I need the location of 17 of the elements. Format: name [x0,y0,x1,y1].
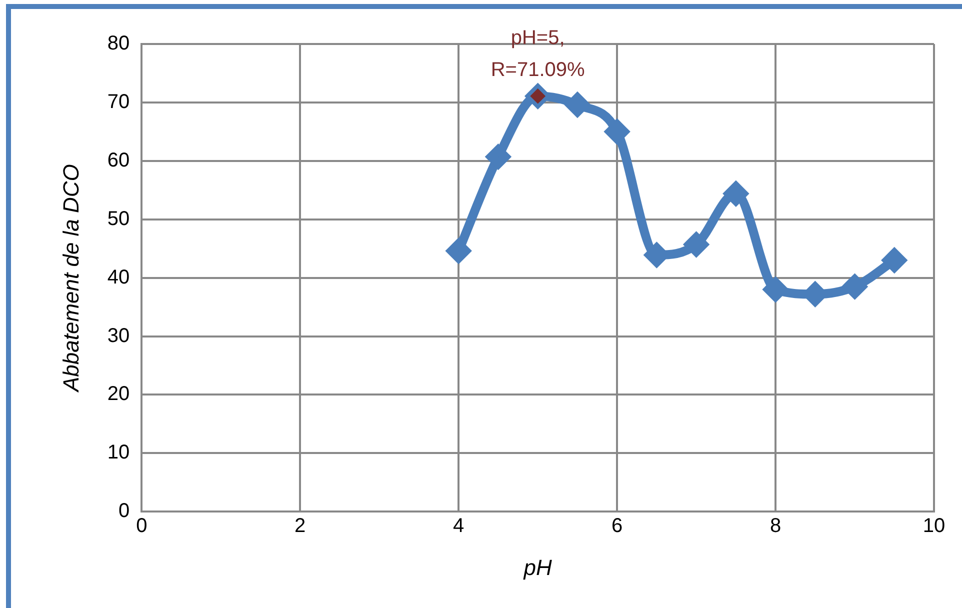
y-tick-label: 0 [118,500,130,522]
y-tick-label: 60 [107,149,130,172]
x-tick-label: 2 [294,515,306,538]
x-tick-label: 8 [770,515,782,538]
y-tick-label: 20 [107,383,130,406]
y-tick-label: 80 [107,32,130,55]
x-tick-label: 6 [611,515,623,538]
x-tick-label: 10 [922,515,946,538]
y-tick-label: 50 [107,208,130,230]
x-tick-label: 0 [136,515,148,538]
y-tick-label: 40 [107,266,130,288]
y-tick-label: 10 [107,442,130,464]
y-tick-label: 30 [107,324,130,347]
y-tick-label: 70 [107,90,130,113]
x-tick-label: 4 [453,515,464,538]
y-axis-title: Abbatement de la DCO [58,164,84,394]
x-axis-title: pH [522,554,552,580]
